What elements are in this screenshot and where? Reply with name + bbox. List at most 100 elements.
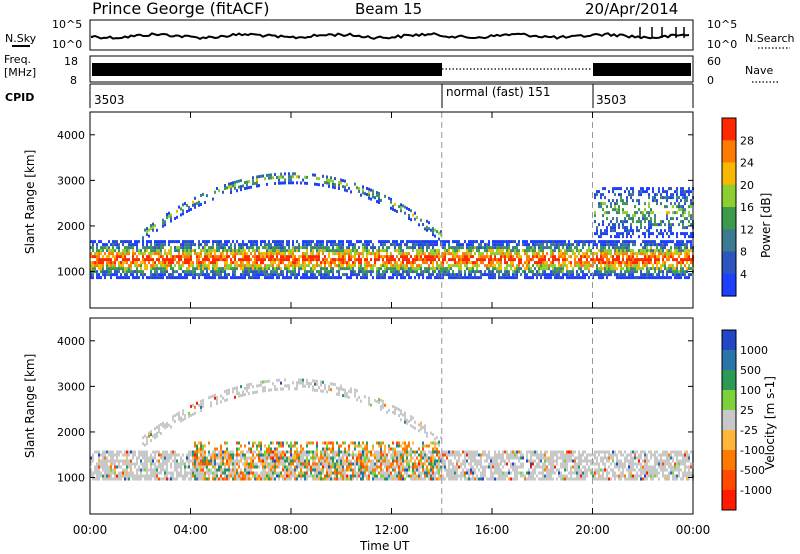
heatmap-cell bbox=[302, 381, 304, 385]
heatmap-cell bbox=[116, 246, 118, 250]
heatmap-cell bbox=[588, 276, 590, 280]
heatmap-cell bbox=[252, 456, 254, 460]
heatmap-cell bbox=[296, 447, 298, 451]
heatmap-cell bbox=[486, 243, 488, 247]
heatmap-cell bbox=[480, 246, 482, 250]
heatmap-cell bbox=[682, 193, 684, 197]
heatmap-cell bbox=[92, 264, 94, 268]
heatmap-cell bbox=[268, 447, 270, 451]
heatmap-cell bbox=[180, 246, 182, 250]
heatmap-cell bbox=[298, 273, 300, 277]
heatmap-cell bbox=[598, 205, 600, 209]
heatmap-cell bbox=[230, 462, 232, 466]
heatmap-cell bbox=[362, 273, 364, 277]
heatmap-cell bbox=[496, 270, 498, 274]
heatmap-cell bbox=[632, 199, 634, 203]
heatmap-cell bbox=[256, 261, 258, 265]
heatmap-cell bbox=[358, 264, 360, 268]
heatmap-cell bbox=[562, 240, 564, 244]
heatmap-cell bbox=[336, 270, 338, 274]
heatmap-cell bbox=[672, 232, 674, 236]
heatmap-cell bbox=[224, 468, 226, 472]
heatmap-cell bbox=[538, 264, 540, 268]
heatmap-cell bbox=[204, 450, 206, 454]
heatmap-cell bbox=[104, 258, 106, 262]
heatmap-cell bbox=[278, 258, 280, 262]
heatmap-cell bbox=[222, 252, 224, 256]
heatmap-cell bbox=[180, 267, 182, 271]
heatmap-cell bbox=[266, 249, 268, 253]
heatmap-cell bbox=[272, 465, 274, 469]
heatmap-cell bbox=[488, 249, 490, 253]
heatmap-cell bbox=[664, 255, 666, 259]
heatmap-cell bbox=[644, 202, 646, 206]
heatmap-cell bbox=[446, 267, 448, 271]
heatmap-cell bbox=[568, 255, 570, 259]
heatmap-cell bbox=[310, 252, 312, 256]
heatmap-cell bbox=[168, 252, 170, 256]
heatmap-cell bbox=[176, 474, 178, 478]
heatmap-cell bbox=[142, 453, 144, 457]
heatmap-cell bbox=[132, 270, 134, 274]
heatmap-cell bbox=[90, 240, 92, 244]
heatmap-cell bbox=[212, 249, 214, 253]
heatmap-cell bbox=[370, 252, 372, 256]
heatmap-cell bbox=[408, 208, 410, 211]
heatmap-cell bbox=[352, 261, 354, 265]
heatmap-cell bbox=[294, 387, 296, 391]
heatmap-cell bbox=[156, 243, 158, 247]
heatmap-cell bbox=[656, 235, 658, 239]
heatmap-cell bbox=[290, 447, 292, 451]
heatmap-cell bbox=[406, 206, 408, 210]
heatmap-cell bbox=[142, 276, 144, 280]
heatmap-cell bbox=[124, 468, 126, 472]
heatmap-cell bbox=[292, 456, 294, 460]
heatmap-cell bbox=[150, 227, 152, 231]
heatmap-cell bbox=[524, 267, 526, 271]
heatmap-cell bbox=[304, 273, 306, 277]
heatmap-cell bbox=[538, 255, 540, 259]
heatmap-cell bbox=[308, 261, 310, 265]
heatmap-cell bbox=[320, 270, 322, 274]
heatmap-cell bbox=[268, 474, 270, 478]
heatmap-cell bbox=[284, 384, 286, 388]
heatmap-cell bbox=[248, 261, 250, 265]
heatmap-cell bbox=[578, 252, 580, 256]
heatmap-cell bbox=[248, 462, 250, 466]
heatmap-cell bbox=[408, 246, 410, 250]
heatmap-cell bbox=[480, 252, 482, 256]
heatmap-cell bbox=[468, 258, 470, 262]
heatmap-cell bbox=[494, 255, 496, 259]
heatmap-cell bbox=[212, 471, 214, 475]
heatmap-cell bbox=[232, 249, 234, 253]
heatmap-cell bbox=[582, 270, 584, 274]
heatmap-cell bbox=[238, 179, 240, 183]
heatmap-cell bbox=[186, 270, 188, 274]
heatmap-cell bbox=[168, 471, 170, 475]
heatmap-cell bbox=[294, 276, 296, 280]
heatmap-cell bbox=[358, 190, 360, 193]
heatmap-cell bbox=[304, 243, 306, 247]
heatmap-cell bbox=[440, 270, 442, 274]
heatmap-cell bbox=[378, 192, 380, 195]
heatmap-cell bbox=[240, 444, 242, 448]
heatmap-cell bbox=[372, 249, 374, 253]
heatmap-cell bbox=[254, 252, 256, 256]
heatmap-cell bbox=[448, 258, 450, 262]
heatmap-cell bbox=[180, 273, 182, 277]
heatmap-cell bbox=[264, 462, 266, 466]
heatmap-cell bbox=[186, 255, 188, 259]
heatmap-cell bbox=[228, 255, 230, 259]
heatmap-cell bbox=[274, 447, 276, 451]
heatmap-cell bbox=[278, 249, 280, 253]
heatmap-cell bbox=[200, 465, 202, 469]
heatmap-cell bbox=[146, 456, 148, 460]
heatmap-cell bbox=[440, 264, 442, 268]
heatmap-cell bbox=[326, 261, 328, 265]
heatmap-cell bbox=[234, 273, 236, 277]
heatmap-cell bbox=[302, 450, 304, 454]
heatmap-cell bbox=[338, 255, 340, 259]
heatmap-cell bbox=[372, 276, 374, 280]
heatmap-cell bbox=[434, 276, 436, 280]
heatmap-cell bbox=[158, 477, 160, 481]
